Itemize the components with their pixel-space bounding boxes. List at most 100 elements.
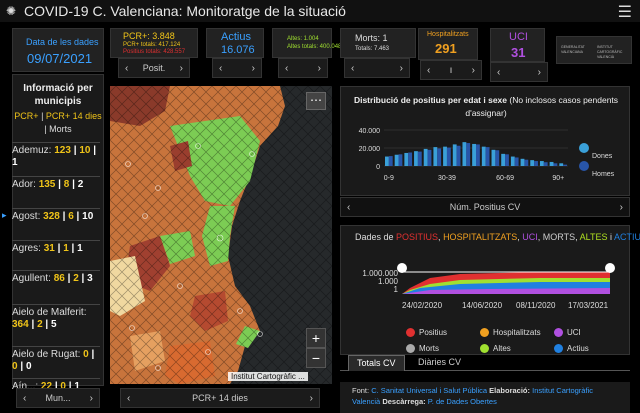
age-bar[interactable] bbox=[423, 148, 428, 166]
timeline-end-handle[interactable] bbox=[605, 263, 615, 273]
age-chart-title: Distribució de positius per edat i sexe … bbox=[345, 94, 627, 120]
age-bar[interactable] bbox=[427, 149, 432, 166]
age-bar[interactable] bbox=[476, 144, 480, 166]
age-bar[interactable] bbox=[417, 151, 422, 166]
timeline-legend-item[interactable]: UCI bbox=[554, 328, 581, 338]
tab-totals-cv[interactable]: Totals CV bbox=[348, 355, 405, 371]
municipi-item[interactable]: Aín...: 22 | 0 | 1 bbox=[12, 378, 100, 393]
timeline-legend-item[interactable]: Hospitalitzats bbox=[480, 328, 541, 338]
age-bar[interactable] bbox=[443, 146, 447, 166]
chevron-left-icon[interactable]: ‹ bbox=[285, 62, 289, 74]
chevron-right-icon[interactable]: › bbox=[471, 64, 475, 76]
morts-today: Morts: 1 bbox=[355, 33, 388, 43]
chevron-right-icon[interactable]: › bbox=[309, 392, 313, 404]
age-bar[interactable] bbox=[553, 163, 558, 166]
chevron-left-icon[interactable]: ‹ bbox=[23, 392, 27, 404]
uci-value: 31 bbox=[511, 45, 526, 60]
age-bar[interactable] bbox=[524, 159, 529, 166]
chevron-right-icon[interactable]: › bbox=[399, 62, 403, 74]
municipi-item[interactable]: Agres: 31 | 1 | 1 bbox=[12, 240, 100, 255]
chevron-left-icon[interactable]: ‹ bbox=[219, 62, 223, 74]
legend-dot-icon bbox=[480, 328, 489, 338]
chevron-left-icon[interactable]: ‹ bbox=[497, 66, 501, 78]
timeline-legend-item[interactable]: Positius bbox=[406, 328, 447, 338]
timeline-chart[interactable]: 1.000.000 1.000 1 24/02/2020 14/06/2020 … bbox=[340, 250, 630, 320]
elaboracio-link[interactable]: Institut Cartogràfic Valencià bbox=[352, 386, 593, 406]
municipi-item[interactable]: Agost: 328 | 6 | 10 bbox=[12, 208, 100, 223]
municipi-item[interactable]: Agullent: 86 | 2 | 3 bbox=[12, 270, 100, 285]
age-bar[interactable] bbox=[462, 142, 467, 166]
age-bar[interactable] bbox=[404, 152, 409, 166]
chevron-right-icon[interactable]: › bbox=[179, 62, 183, 74]
chevron-left-icon[interactable]: ‹ bbox=[127, 392, 131, 404]
age-bar[interactable] bbox=[398, 154, 403, 166]
timeline-xtick-4: 17/03/2021 bbox=[568, 301, 609, 310]
age-bar[interactable] bbox=[505, 154, 509, 166]
municipi-item[interactable]: Aielo de Malferit: 364 | 2 | 5 bbox=[12, 304, 100, 331]
age-bar[interactable] bbox=[543, 162, 548, 166]
timeline-legend-item[interactable]: Actius bbox=[554, 344, 589, 354]
age-bar[interactable] bbox=[534, 161, 538, 166]
tab-diaries-cv[interactable]: Diàries CV bbox=[418, 357, 462, 367]
age-bar[interactable] bbox=[559, 163, 564, 166]
municipi-pcr14: 6 bbox=[68, 211, 74, 222]
descarrega-link[interactable]: P. de Dades Obertes bbox=[427, 397, 497, 406]
chevron-right-icon[interactable]: › bbox=[619, 201, 623, 213]
timeline-title: Dades de POSITIUS, HOSPITALITZATS, UCI, … bbox=[355, 232, 640, 242]
age-bar[interactable] bbox=[437, 148, 442, 166]
age-bar[interactable] bbox=[452, 144, 457, 166]
chevron-right-icon[interactable]: › bbox=[537, 66, 541, 78]
more-icon[interactable]: ⋯ bbox=[306, 92, 326, 110]
age-bar[interactable] bbox=[530, 160, 535, 166]
age-bar[interactable] bbox=[501, 153, 506, 166]
timeline-start-handle[interactable] bbox=[397, 263, 407, 273]
age-bar[interactable] bbox=[520, 158, 525, 166]
age-bar[interactable] bbox=[495, 150, 500, 166]
age-bar[interactable] bbox=[514, 157, 519, 166]
age-bar[interactable] bbox=[510, 156, 515, 166]
map-attribution: Institut Cartogràfic ... bbox=[228, 372, 308, 381]
age-bar[interactable] bbox=[414, 151, 418, 166]
chevron-right-icon[interactable]: › bbox=[251, 62, 255, 74]
hamburger-icon[interactable]: ☰ bbox=[617, 4, 632, 21]
chevron-right-icon[interactable]: › bbox=[89, 392, 93, 404]
map-svg[interactable] bbox=[110, 86, 332, 384]
legend-label: Altes bbox=[493, 344, 511, 353]
age-bar[interactable] bbox=[466, 143, 471, 166]
age-bar[interactable] bbox=[539, 161, 544, 166]
municipi-item[interactable]: Ademuz: 123 | 10 | 1 bbox=[12, 142, 100, 169]
age-bar[interactable] bbox=[456, 145, 461, 166]
map-view[interactable]: ⋯ + − Institut Cartogràfic ... bbox=[110, 86, 332, 384]
age-bar[interactable] bbox=[491, 149, 496, 166]
age-bar[interactable] bbox=[385, 156, 389, 166]
chevron-left-icon[interactable]: ‹ bbox=[347, 201, 351, 213]
age-bar[interactable] bbox=[481, 146, 486, 166]
age-bar[interactable] bbox=[472, 143, 476, 166]
legend-label: UCI bbox=[567, 328, 581, 337]
altes-card: Altes: 1.004 Altes totals: 400.048 bbox=[272, 28, 341, 58]
municipi-item[interactable]: Ador: 135 | 8 | 2 bbox=[12, 176, 100, 191]
timeline-svg: 1.000.000 1.000 1 24/02/2020 14/06/2020 … bbox=[362, 263, 615, 310]
zoom-out-button[interactable]: − bbox=[306, 348, 326, 368]
municipi-name: Agres: bbox=[12, 243, 41, 254]
municipi-item[interactable]: Aielo de Rugat: 0 | 0 | 0 bbox=[12, 346, 100, 373]
age-bar[interactable] bbox=[394, 154, 399, 166]
date-label: Data de les dades bbox=[26, 37, 99, 47]
slider-handle-icon[interactable]: ı bbox=[449, 64, 453, 76]
age-bar[interactable] bbox=[433, 147, 438, 166]
age-bar[interactable] bbox=[446, 147, 451, 166]
age-bar[interactable] bbox=[408, 152, 413, 167]
timeline-legend-item[interactable]: Altes bbox=[480, 344, 511, 354]
chevron-left-icon[interactable]: ‹ bbox=[427, 64, 431, 76]
age-bar[interactable] bbox=[388, 156, 393, 166]
age-bar[interactable] bbox=[563, 164, 567, 166]
zoom-in-button[interactable]: + bbox=[306, 328, 326, 348]
age-bar[interactable] bbox=[549, 161, 554, 166]
chevron-left-icon[interactable]: ‹ bbox=[351, 62, 355, 74]
timeline-legend-item[interactable]: Morts bbox=[406, 344, 439, 354]
scroll-indicator-icon[interactable]: ▸ bbox=[2, 210, 7, 220]
font-link[interactable]: C. Sanitat Universal i Salut Pública bbox=[371, 386, 488, 395]
age-bar[interactable] bbox=[485, 147, 490, 166]
chevron-left-icon[interactable]: ‹ bbox=[125, 62, 129, 74]
chevron-right-icon[interactable]: › bbox=[317, 62, 321, 74]
